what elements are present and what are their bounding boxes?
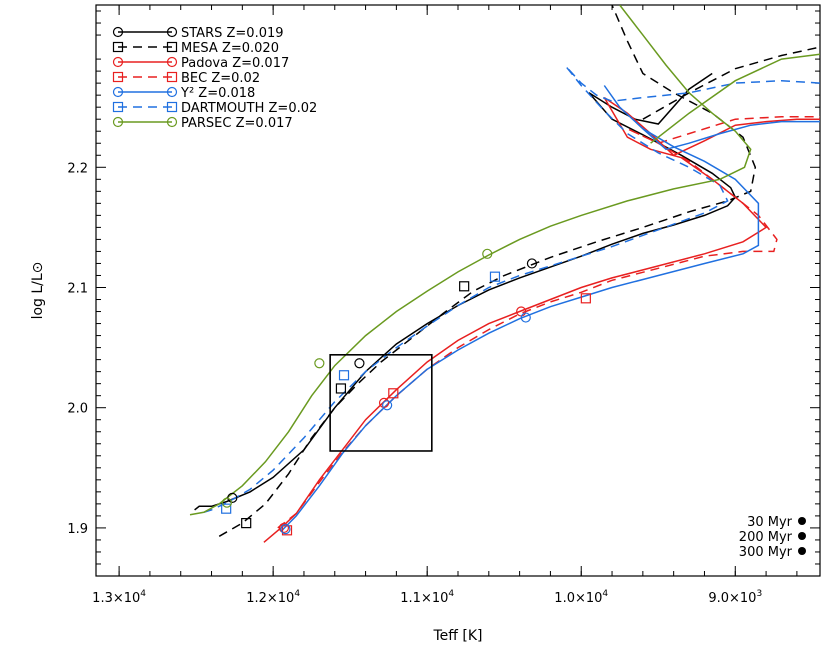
age-marker-stars	[526, 258, 538, 269]
highlight-box	[329, 354, 433, 452]
series-line-y-	[280, 85, 820, 533]
legend-marker-end	[166, 71, 178, 83]
x-axis-label: Teff [K]	[433, 628, 483, 644]
age-dot	[798, 517, 806, 525]
age-entry: 300 Myr	[739, 545, 806, 560]
legend-entry-parsec: PARSEC Z=0.017	[112, 116, 293, 131]
series-line-mesa	[218, 5, 757, 537]
legend-label: BEC Z=0.02	[181, 71, 260, 86]
legend-marker-end	[166, 116, 178, 128]
legend-entry-y-: Y² Z=0.018	[112, 86, 255, 101]
age-marker-padova	[378, 397, 390, 408]
legend-marker-end	[166, 41, 178, 53]
markers-layer	[221, 248, 591, 536]
age-marker-mesa	[335, 383, 347, 394]
series-line-parsec	[189, 5, 752, 516]
age-dot	[798, 547, 806, 555]
legend-entry-mesa: MESA Z=0.020	[112, 41, 279, 56]
age-marker-bec	[281, 525, 293, 536]
legend-label: Y² Z=0.018	[180, 86, 255, 101]
y-tick-label: 1.9	[67, 522, 88, 537]
series-line-mesa-branch	[642, 46, 820, 120]
age-label: 30 Myr	[747, 515, 793, 530]
age-entry: 30 Myr	[747, 515, 806, 530]
x-tick-label: 1.1×104	[400, 589, 454, 606]
age-marker-dartmouth	[221, 503, 232, 514]
legend-entry-stars: STARS Z=0.019	[112, 26, 284, 41]
legend-entry-padova: Padova Z=0.017	[112, 56, 289, 71]
x-tick-label: 1.0×104	[554, 589, 608, 606]
age-marker-y-	[382, 400, 393, 411]
legend-marker-start	[112, 116, 124, 128]
legend-marker-end	[166, 56, 178, 68]
age-marker-dartmouth	[338, 370, 350, 381]
y-tick-label: 2.2	[67, 161, 88, 176]
age-marker-stars	[354, 358, 365, 369]
age-marker-mesa	[459, 281, 470, 292]
age-marker-padova	[278, 522, 290, 534]
y-tick-label: 2.1	[67, 281, 88, 296]
legend-label: DARTMOUTH Z=0.02	[181, 101, 317, 116]
series-line-parsec-branch	[650, 53, 820, 144]
legend-marker-end	[166, 101, 178, 113]
age-marker-dartmouth	[489, 271, 501, 282]
series-line-dartmouth	[203, 65, 820, 514]
legend-marker-end	[166, 86, 178, 98]
legend-label: STARS Z=0.019	[181, 26, 284, 41]
age-marker-mesa	[241, 518, 252, 529]
age-marker-parsec	[482, 248, 493, 259]
age-label: 300 Myr	[739, 545, 793, 560]
x-tick-label: 9.0×103	[708, 589, 762, 606]
age-label: 200 Myr	[739, 530, 793, 545]
age-marker-bec	[388, 388, 399, 399]
legend-marker-start	[112, 56, 124, 68]
age-marker-parsec	[314, 358, 325, 369]
x-tick-label: 1.2×104	[246, 589, 300, 606]
legend-marker-start	[112, 86, 124, 98]
legend-entry-dartmouth: DARTMOUTH Z=0.02	[112, 101, 317, 116]
legend-label: Padova Z=0.017	[181, 56, 289, 71]
age-dot	[798, 532, 806, 540]
legend-marker-start	[112, 41, 124, 53]
legend-label: MESA Z=0.020	[181, 41, 279, 56]
y-axis-label: log L/L⊙	[30, 262, 46, 320]
legend-marker-end	[166, 26, 178, 38]
legend-marker-start	[112, 71, 124, 83]
plot-axes: 1.3×104 1.2×104 1.1×104 1.0×104 9.0×103 1.9 2.…	[67, 4, 821, 606]
legend-label: PARSEC Z=0.017	[181, 116, 293, 131]
age-marker-parsec	[221, 497, 233, 508]
series-line-padova	[263, 96, 820, 543]
y-tick-label: 2.0	[67, 402, 88, 417]
legend-marker-start	[112, 101, 124, 113]
age-marker-bec	[580, 293, 591, 304]
series-layer	[189, 5, 820, 543]
legend-marker-start	[112, 26, 124, 38]
age-entry: 200 Myr	[739, 530, 806, 545]
series-line-bec	[277, 116, 820, 529]
legend-entry-bec: BEC Z=0.02	[112, 71, 260, 86]
x-tick-label: 1.3×104	[92, 589, 146, 606]
age-marker-y-	[520, 312, 531, 323]
age-marker-y-	[280, 524, 291, 535]
